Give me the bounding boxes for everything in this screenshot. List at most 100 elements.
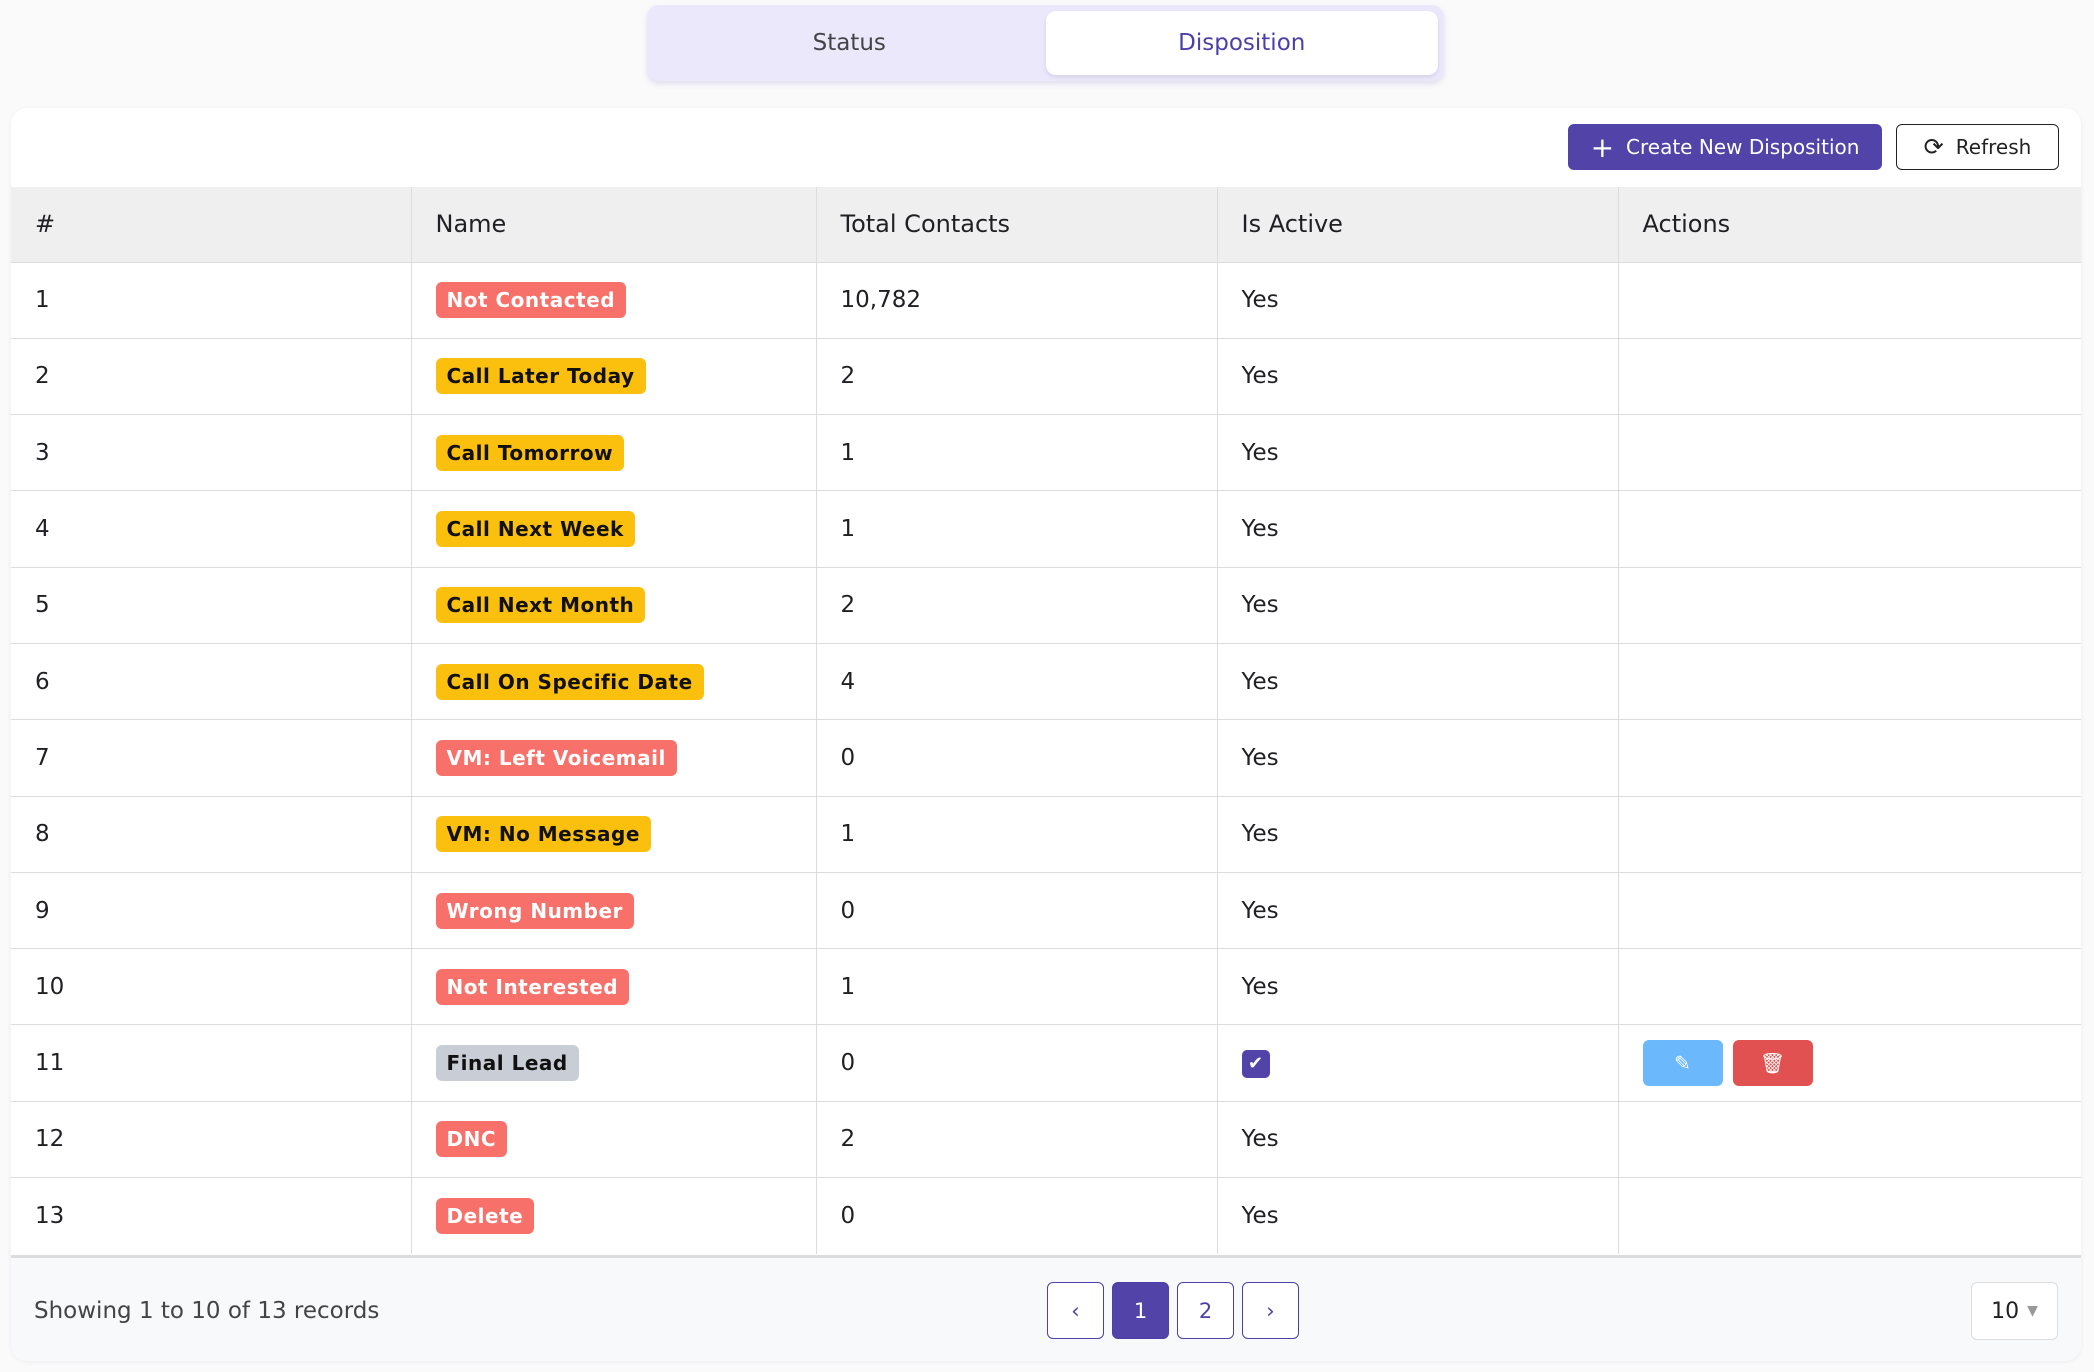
- name-cell: Call Next Week: [411, 490, 817, 568]
- name-cell: DNC: [411, 1100, 817, 1178]
- is-active-cell: Yes: [1217, 490, 1619, 568]
- is-active-cell: Yes: [1217, 642, 1619, 720]
- is-active-value: Yes: [1241, 516, 1279, 543]
- is-active-value: Yes: [1241, 287, 1279, 314]
- actions-cell: [1618, 642, 2081, 720]
- disposition-badge: Call Tomorrow: [435, 434, 625, 471]
- is-active-cell: Yes: [1217, 795, 1619, 873]
- actions-cell: [1618, 948, 2081, 1025]
- total-contacts: 4: [816, 642, 1218, 720]
- disposition-badge: Delete: [435, 1197, 535, 1234]
- actions-cell: [1618, 871, 2081, 949]
- refresh-button[interactable]: ⟳ Refresh: [1896, 124, 2059, 170]
- records-summary: Showing 1 to 10 of 13 records: [34, 1298, 380, 1324]
- table-row: 8 VM: No Message 1 Yes: [11, 795, 2081, 873]
- disposition-badge: Not Interested: [435, 968, 630, 1005]
- actions-cell: ✎ 🗑: [1618, 1024, 2081, 1102]
- disposition-badge: Call Later Today: [435, 358, 646, 395]
- disposition-badge: DNC: [435, 1121, 508, 1158]
- row-number: 1: [11, 261, 412, 339]
- disposition-badge: Call On Specific Date: [435, 663, 704, 700]
- name-cell: Call Next Month: [411, 566, 817, 644]
- total-contacts: 0: [816, 871, 1218, 949]
- dispositions-table: # Name Total Contacts Is Active Actions …: [11, 187, 2081, 1254]
- edit-button[interactable]: ✎: [1642, 1040, 1723, 1087]
- total-contacts: 0: [816, 719, 1218, 797]
- total-contacts: 1: [816, 490, 1218, 568]
- tab-disposition[interactable]: Disposition: [1045, 11, 1438, 75]
- page-2-button[interactable]: 2: [1177, 1282, 1234, 1339]
- total-contacts: 2: [816, 337, 1218, 415]
- column-header: Is Active: [1217, 187, 1619, 262]
- is-active-cell: Yes: [1217, 566, 1619, 644]
- actions-cell: [1618, 719, 2081, 797]
- is-active-value: Yes: [1241, 439, 1279, 466]
- total-contacts: 10,782: [816, 261, 1218, 339]
- total-contacts: 0: [816, 1024, 1218, 1102]
- is-active-value: Yes: [1241, 363, 1279, 390]
- disposition-badge: Not Contacted: [435, 282, 627, 319]
- actions-cell: [1618, 1100, 2081, 1178]
- table-row: 11 Final Lead 0 ✔ ✎ 🗑: [11, 1024, 2081, 1102]
- refresh-label: Refresh: [1955, 135, 2032, 159]
- table-row: 9 Wrong Number 0 Yes: [11, 871, 2081, 949]
- row-number: 13: [11, 1177, 412, 1254]
- table-footer: Showing 1 to 10 of 13 records ‹ 1 2 › 10…: [11, 1255, 2081, 1361]
- row-number: 5: [11, 566, 412, 644]
- total-contacts: 2: [816, 566, 1218, 644]
- column-header: #: [11, 187, 412, 262]
- disposition-badge: Call Next Month: [435, 587, 646, 624]
- name-cell: Delete: [411, 1177, 817, 1254]
- table-row: 12 DNC 2 Yes: [11, 1100, 2081, 1178]
- row-number: 11: [11, 1024, 412, 1102]
- actions-cell: [1618, 566, 2081, 644]
- chevron-right-icon: ›: [1266, 1298, 1275, 1323]
- prev-page-button[interactable]: ‹: [1047, 1282, 1104, 1339]
- is-active-value: Yes: [1241, 592, 1279, 619]
- actions-cell: [1618, 795, 2081, 873]
- actions-cell: [1618, 1177, 2081, 1254]
- is-active-checkbox[interactable]: ✔: [1241, 1049, 1270, 1078]
- table-row: 3 Call Tomorrow 1 Yes: [11, 414, 2081, 491]
- is-active-cell: Yes: [1217, 948, 1619, 1025]
- row-number: 6: [11, 642, 412, 720]
- disposition-badge: Call Next Week: [435, 511, 635, 548]
- actions-cell: [1618, 414, 2081, 491]
- table-row: 4 Call Next Week 1 Yes: [11, 490, 2081, 568]
- page-size-select[interactable]: 10 ▼: [1971, 1282, 2058, 1340]
- next-page-button[interactable]: ›: [1242, 1282, 1299, 1339]
- is-active-cell: Yes: [1217, 261, 1619, 339]
- page-1-button[interactable]: 1: [1112, 1282, 1169, 1339]
- row-number: 4: [11, 490, 412, 568]
- actions-cell: [1618, 261, 2081, 339]
- page-size-value: 10: [1991, 1298, 2020, 1324]
- disposition-badge: Final Lead: [435, 1045, 579, 1082]
- is-active-value: Yes: [1241, 1202, 1279, 1229]
- chevron-left-icon: ‹: [1071, 1298, 1080, 1323]
- name-cell: VM: Left Voicemail: [411, 719, 817, 797]
- is-active-cell: ✔: [1217, 1024, 1619, 1102]
- total-contacts: 1: [816, 948, 1218, 1025]
- total-contacts: 0: [816, 1177, 1218, 1254]
- total-contacts: 1: [816, 414, 1218, 491]
- name-cell: Call Later Today: [411, 337, 817, 415]
- actions-cell: [1618, 490, 2081, 568]
- row-number: 8: [11, 795, 412, 873]
- is-active-value: Yes: [1241, 897, 1279, 924]
- name-cell: VM: No Message: [411, 795, 817, 873]
- is-active-value: Yes: [1241, 1126, 1279, 1153]
- column-header: Actions: [1618, 187, 2081, 262]
- disposition-badge: VM: No Message: [435, 816, 651, 853]
- name-cell: Call Tomorrow: [411, 414, 817, 491]
- create-disposition-button[interactable]: + Create New Disposition: [1568, 124, 1882, 170]
- disposition-badge: VM: Left Voicemail: [435, 739, 677, 776]
- row-number: 12: [11, 1100, 412, 1178]
- plus-icon: +: [1590, 130, 1615, 164]
- refresh-icon: ⟳: [1923, 133, 1944, 161]
- delete-button[interactable]: 🗑: [1732, 1040, 1813, 1087]
- is-active-cell: Yes: [1217, 1177, 1619, 1254]
- tab-status[interactable]: Status: [812, 30, 886, 56]
- actions-cell: [1618, 337, 2081, 415]
- total-contacts: 1: [816, 795, 1218, 873]
- name-cell: Call On Specific Date: [411, 642, 817, 720]
